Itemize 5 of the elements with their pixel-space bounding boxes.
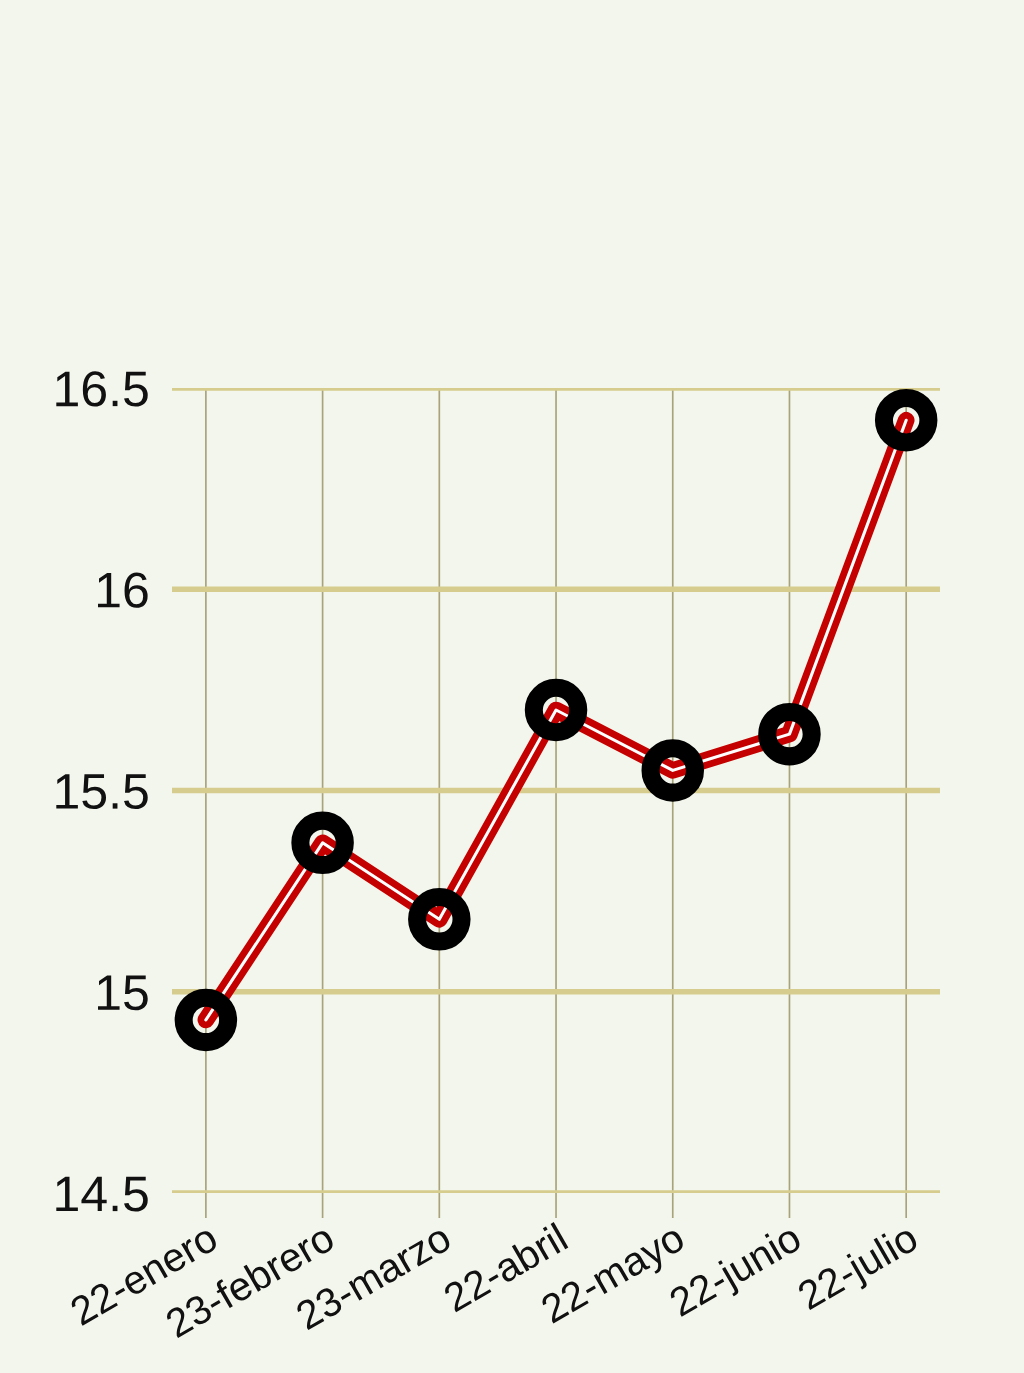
- y-tick-label: 15: [98, 975, 148, 1011]
- y-tick-label: 15.5: [56, 774, 148, 810]
- y-tick-label: 16.5: [56, 371, 148, 407]
- y-tick-label: 16: [98, 572, 148, 608]
- y-tick-label: 14.5: [56, 1176, 148, 1212]
